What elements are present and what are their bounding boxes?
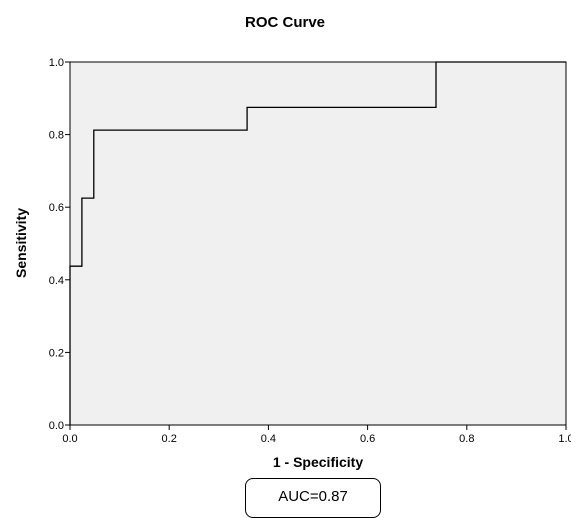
x-axis-label: 1 - Specificity (273, 454, 363, 470)
y-tick-label: 0.0 (49, 420, 64, 432)
chart-title: ROC Curve (245, 14, 325, 31)
y-tick-label: 0.8 (49, 130, 64, 142)
x-tick-label: 0.0 (62, 433, 77, 445)
plot-area (69, 61, 567, 426)
y-tick-label: 0.2 (49, 347, 64, 359)
roc-curve-line (69, 61, 566, 425)
y-axis: 0.0 0.2 0.4 0.6 0.8 1.0 (49, 57, 70, 432)
x-axis: 0.0 0.2 0.4 0.6 0.8 1.0 (62, 425, 571, 445)
x-tick-label: 0.4 (261, 433, 276, 445)
x-tick-label: 0.6 (360, 433, 375, 445)
y-tick-label: 0.6 (49, 202, 64, 214)
x-tick-label: 0.8 (459, 433, 474, 445)
y-tick-label: 0.4 (49, 275, 64, 287)
auc-annotation: AUC=0.87 (245, 478, 381, 518)
x-tick-label: 1.0 (558, 433, 571, 445)
roc-chart: ROC Curve 0.00.20.40.60.81.0 0.0 0.2 0.4 0.… (13, 14, 571, 470)
y-tick-label: 1.0 (49, 57, 64, 69)
y-axis-label: Sensitivity (13, 208, 29, 278)
x-tick-label: 0.2 (162, 433, 177, 445)
